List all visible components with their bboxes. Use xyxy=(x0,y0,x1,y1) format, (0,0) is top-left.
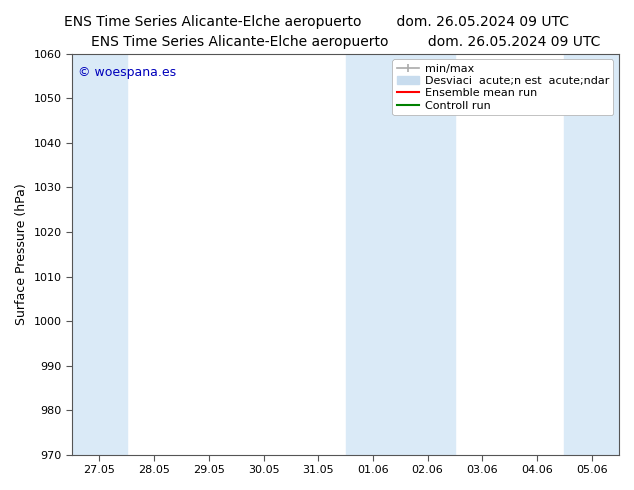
Text: ENS Time Series Alicante-Elche aeropuerto        dom. 26.05.2024 09 UTC: ENS Time Series Alicante-Elche aeropuert… xyxy=(65,15,569,29)
Legend: min/max, Desviaci  acute;n est  acute;ndar, Ensemble mean run, Controll run: min/max, Desviaci acute;n est acute;ndar… xyxy=(392,59,614,115)
Bar xyxy=(346,54,455,455)
Text: © woespana.es: © woespana.es xyxy=(77,66,176,79)
Bar xyxy=(72,54,127,455)
Title: ENS Time Series Alicante-Elche aeropuerto         dom. 26.05.2024 09 UTC: ENS Time Series Alicante-Elche aeropuert… xyxy=(91,35,600,49)
Y-axis label: Surface Pressure (hPa): Surface Pressure (hPa) xyxy=(15,183,28,325)
Bar xyxy=(564,54,619,455)
